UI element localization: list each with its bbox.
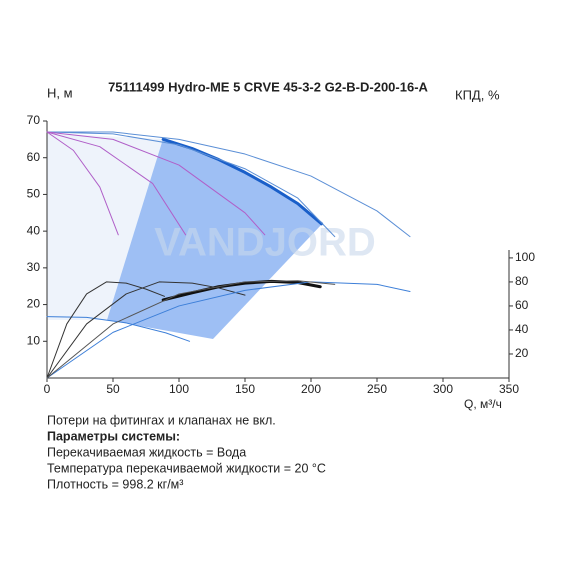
x-tick-label: 100 [169,382,189,396]
y-tick-label: 50 [27,187,41,201]
x-tick-label: 200 [301,382,321,396]
chart-title: 75111499 Hydro-ME 5 CRVE 45-3-2 G2-B-D-2… [108,79,428,94]
curve [46,131,119,236]
y2-tick-label: 60 [515,298,529,312]
light-region [47,133,163,320]
note: Потери на фитингах и клапанах не вкл. [47,413,276,427]
y2-tick-label: 80 [515,274,529,288]
y-tick-label: 30 [27,260,41,274]
y2-axis-label: КПД, % [455,87,500,102]
operating-region [107,139,322,339]
y-tick-label: 10 [27,333,41,347]
x-tick-label: 350 [499,382,519,396]
curve [46,131,187,236]
y-tick-label: 70 [27,113,41,127]
curve [46,131,411,238]
x-axis-label: Q, м³/ч [464,397,502,411]
note: Плотность = 998.2 кг/м³ [47,477,183,491]
curve [161,279,322,302]
watermark: VANDJORD [154,221,376,265]
curve [46,281,411,379]
note: Перекачиваемая жидкость = Вода [47,445,246,459]
curve [46,281,165,379]
curve [46,131,336,238]
y-tick-label: 60 [27,150,41,164]
curve [46,281,246,379]
x-tick-label: 50 [106,382,120,396]
curve [46,280,336,379]
curve [161,137,324,226]
y2-tick-label: 20 [515,346,529,360]
x-tick-label: 300 [433,382,453,396]
note: Параметры системы: [47,429,180,443]
x-tick-label: 250 [367,382,387,396]
x-tick-label: 0 [44,382,51,396]
y-tick-label: 20 [27,297,41,311]
y2-tick-label: 40 [515,322,529,336]
curve [46,131,266,236]
y2-tick-label: 100 [515,250,535,264]
note: Температура перекачиваемой жидкости = 20… [47,461,326,475]
x-tick-label: 150 [235,382,255,396]
y-axis-label: H, м [47,85,73,100]
curve [46,316,191,342]
y-tick-label: 40 [27,223,41,237]
